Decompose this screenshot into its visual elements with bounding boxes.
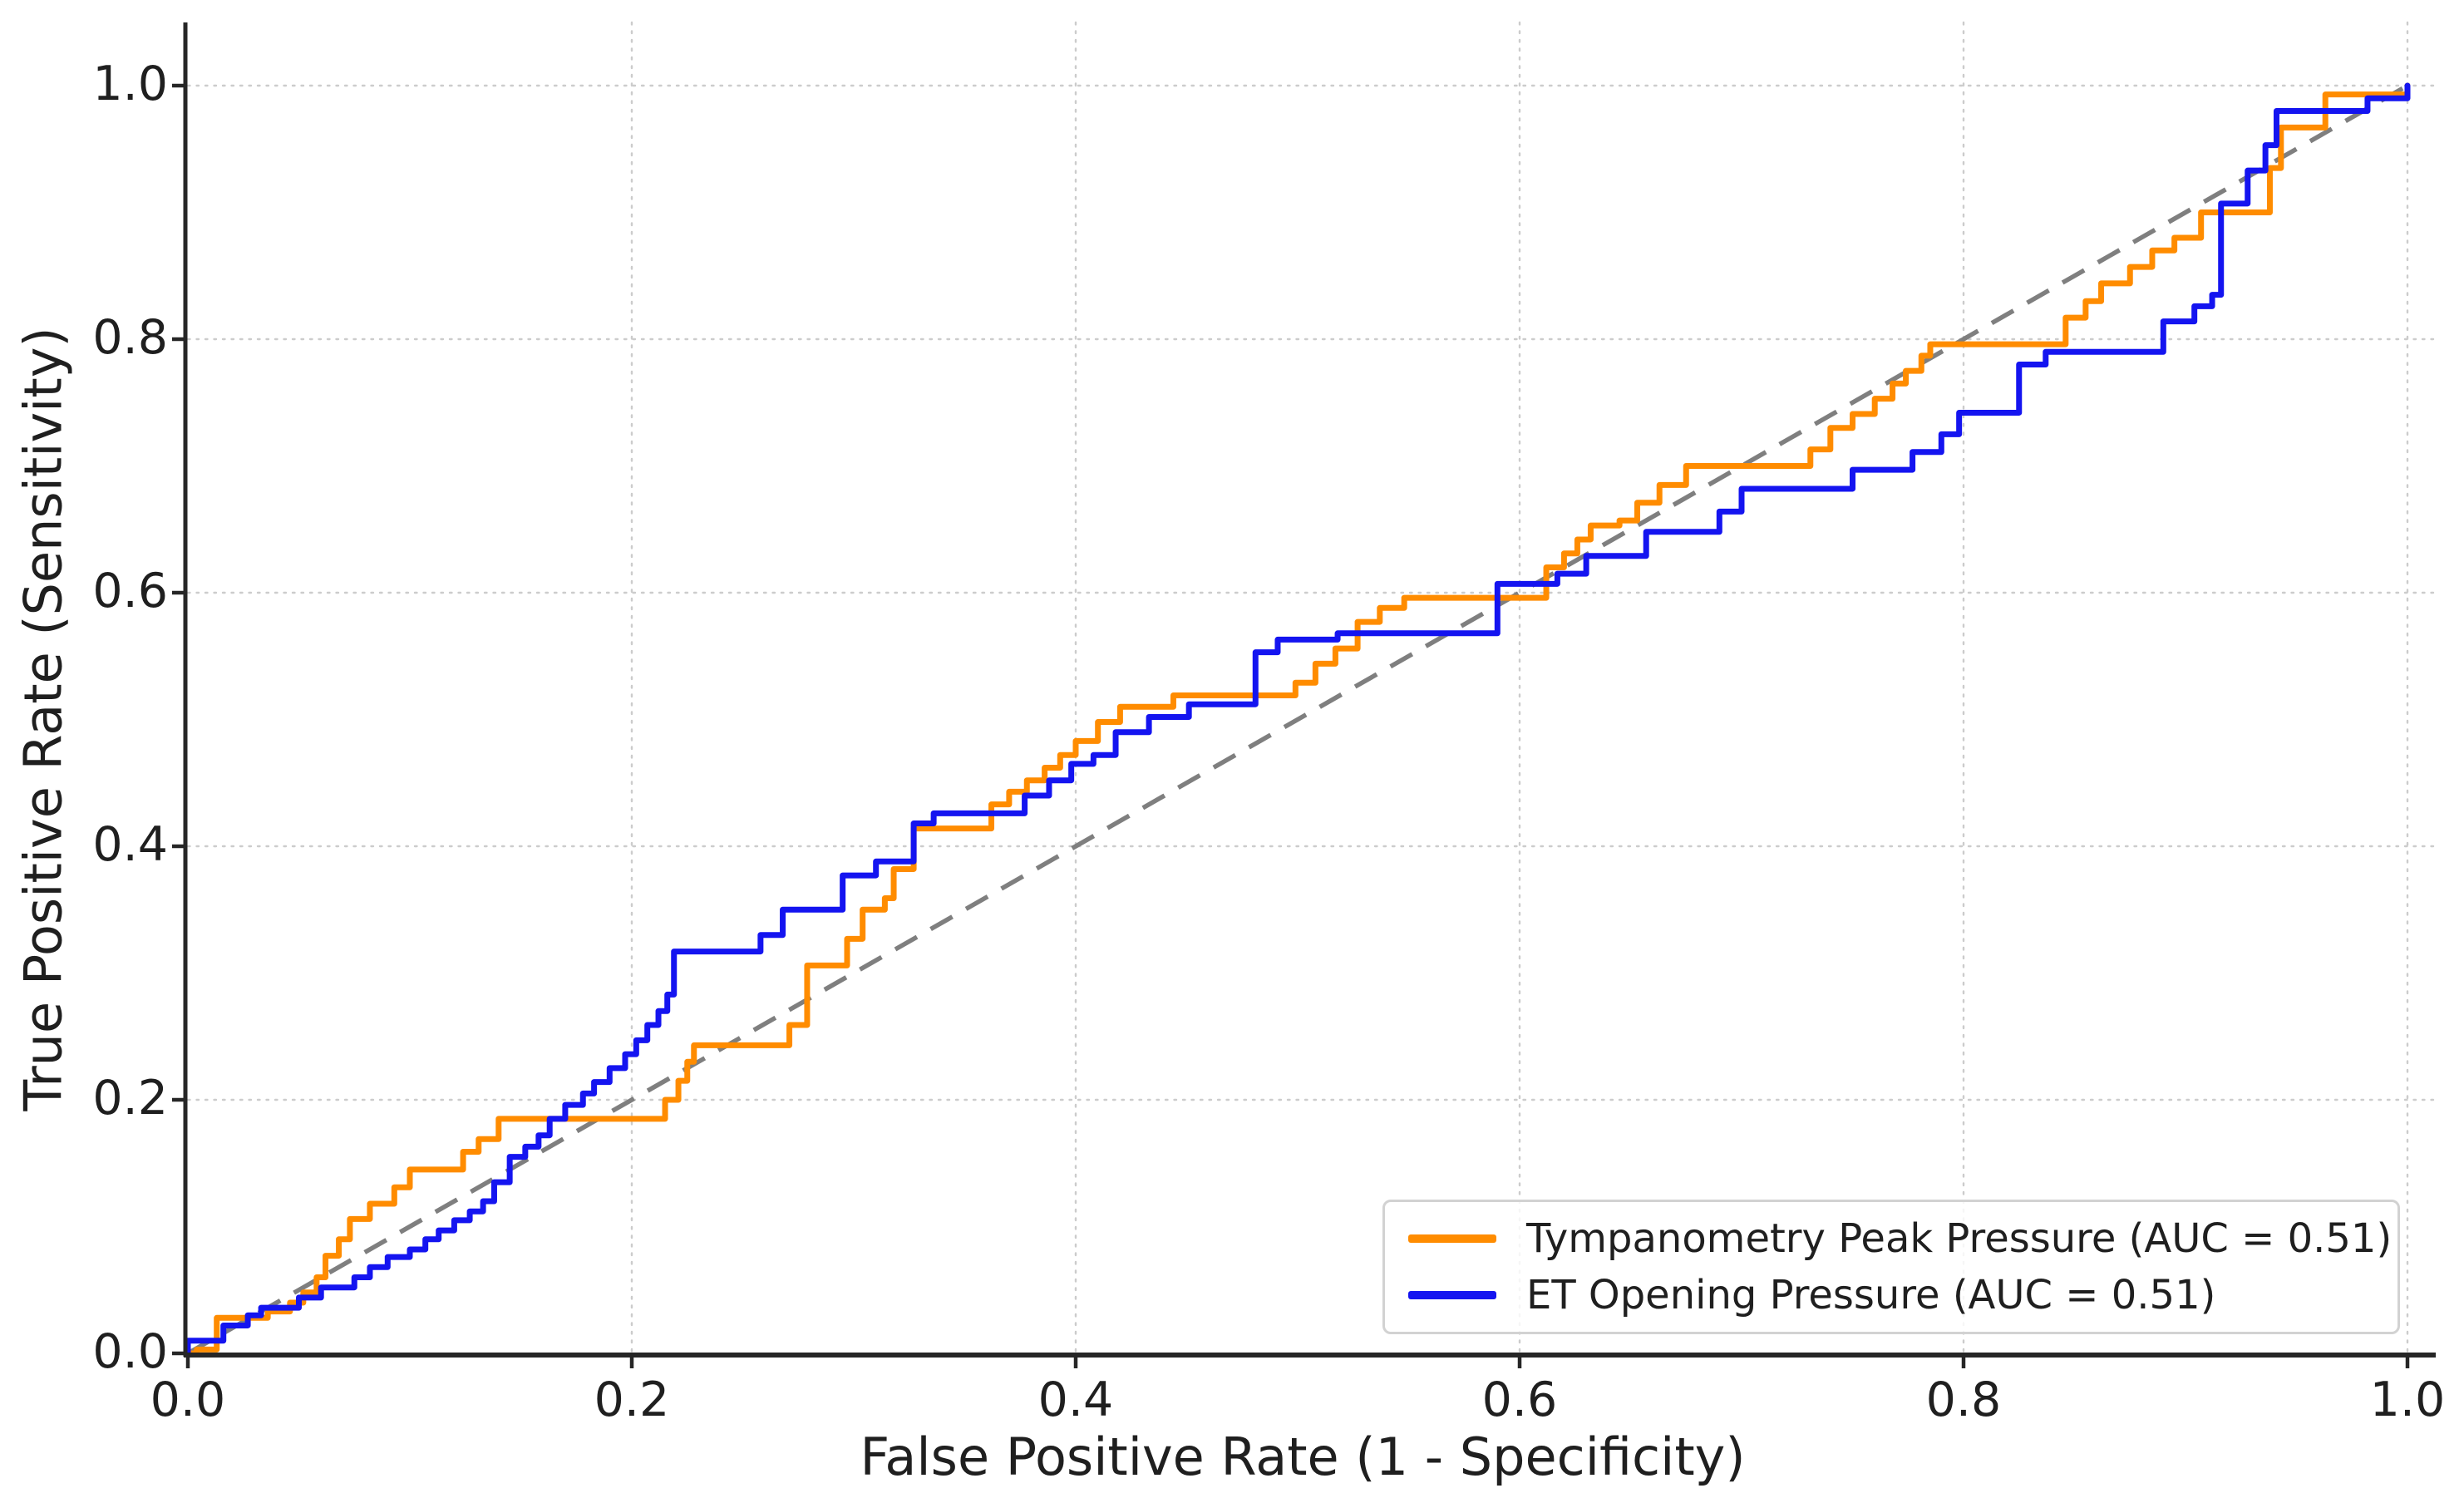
et-opening-line-swatch [1408,1291,1496,1299]
legend-box: Tympanometry Peak Pressure (AUC = 0.51) … [1382,1200,2400,1334]
x-tick-label-3: 0.6 [1481,1372,1558,1427]
y-tick-label-5: 1.0 [92,57,168,111]
legend-label-et-opening: ET Opening Pressure (AUC = 0.51) [1526,1272,2216,1318]
roc-curves [185,82,2411,1357]
gridlines [186,21,2437,1355]
axes-spines [183,22,2436,1358]
chance-diagonal-line [186,83,2409,1356]
x-tick-label-4: 0.8 [1925,1372,2002,1427]
x-tick-label-1: 0.2 [594,1372,670,1427]
y-tick-label-3: 0.6 [92,564,168,618]
x-axis-label: False Positive Rate (1 - Specificity) [860,1427,1746,1487]
legend-entry-et-opening: ET Opening Pressure (AUC = 0.51) [1408,1272,2374,1318]
y-tick-label-0: 0.0 [92,1324,168,1379]
x-tick-label-5: 1.0 [2369,1372,2446,1427]
tympanometry-line-swatch [1408,1234,1496,1243]
y-tick-label-4: 0.8 [92,310,168,365]
x-tick-label-2: 0.4 [1037,1372,1114,1427]
axis-tick-marks [172,83,2410,1368]
y-axis-label: True Positive Rate (Sensitivity) [12,327,74,1111]
y-tick-label-2: 0.4 [92,817,168,872]
y-tick-label-1: 0.2 [92,1071,168,1126]
legend-entry-tympanometry: Tympanometry Peak Pressure (AUC = 0.51) [1408,1215,2392,1262]
legend-label-tympanometry: Tympanometry Peak Pressure (AUC = 0.51) [1526,1215,2393,1262]
x-tick-label-0: 0.0 [150,1372,226,1427]
